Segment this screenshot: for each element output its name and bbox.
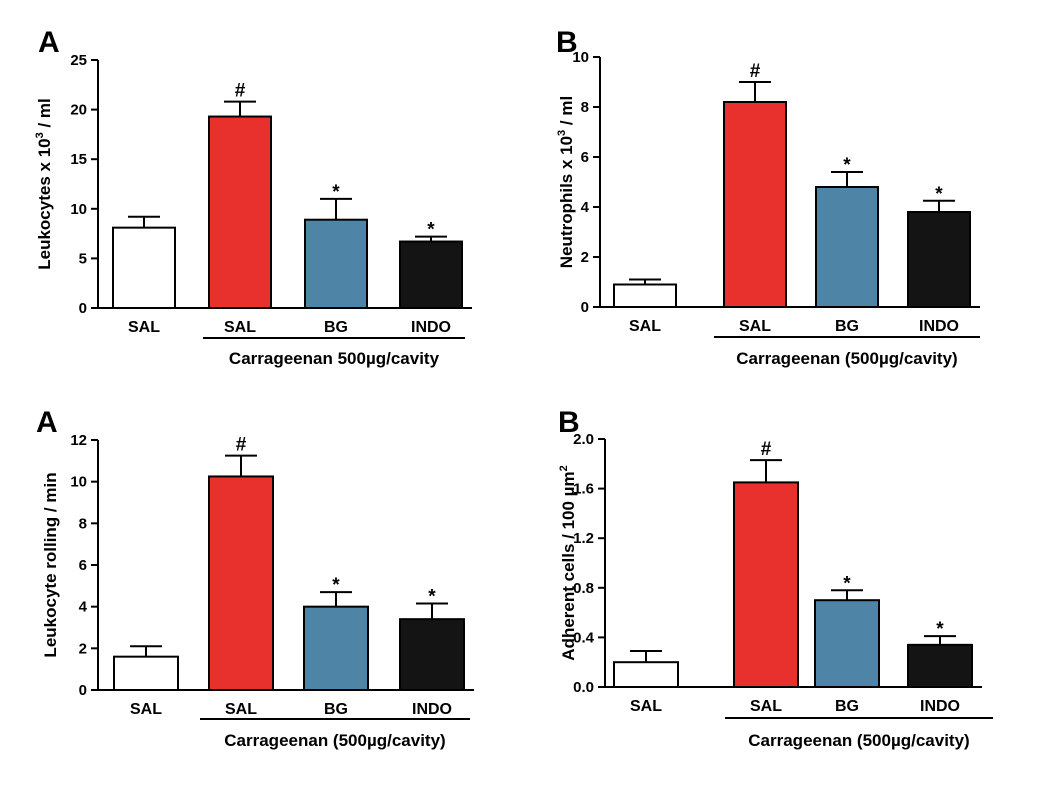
y-tick-label: 2 (79, 640, 87, 657)
group-label: Carrageenan (500µg/cavity) (224, 731, 445, 750)
y-tick-label: 0 (79, 300, 87, 317)
y-tick-label: 0 (581, 299, 589, 316)
y-tick-label: 0 (79, 682, 87, 699)
y-tick-label: 2.0 (573, 431, 594, 448)
y-tick-label: 0.4 (573, 629, 595, 646)
bar-bg-2 (814, 599, 880, 689)
category-label: INDO (412, 701, 452, 718)
bar-bg-2 (304, 218, 368, 310)
bar-indo-3 (907, 211, 971, 308)
significance-marker: * (332, 575, 340, 596)
significance-marker: # (235, 81, 246, 102)
chart-panel-1: A 0 5 10 15 20 25 Leukocytes x 103 / ml SAL # SAL *… (34, 26, 472, 368)
y-tick-label: 10 (70, 201, 87, 218)
category-label: BG (835, 698, 859, 715)
y-tick-label: 12 (70, 432, 87, 449)
y-tick-label: 4 (581, 199, 590, 216)
category-label: SAL (630, 698, 662, 715)
bar-sal-0 (112, 226, 176, 309)
category-label: INDO (919, 318, 959, 335)
y-axis-label: Leukocyte rolling / min (41, 472, 60, 657)
bar-indo-3 (399, 240, 463, 309)
bar-sal-1 (208, 475, 274, 692)
y-tick-label: 20 (70, 102, 87, 119)
panel-letter: A (38, 26, 60, 59)
category-label: INDO (411, 319, 451, 336)
y-tick-label: 1.6 (573, 481, 594, 498)
bar-sal-0 (613, 661, 679, 689)
bar-bg-2 (303, 605, 369, 692)
y-tick-label: 8 (581, 99, 589, 116)
panel-letter: B (556, 26, 578, 59)
category-label: BG (835, 318, 859, 335)
category-label: SAL (629, 318, 661, 335)
significance-marker: # (236, 435, 247, 456)
y-axis-label: Neutrophils x 103 / ml (556, 96, 576, 268)
panel-letter: A (36, 406, 58, 439)
category-label: BG (324, 701, 348, 718)
category-label: SAL (750, 698, 782, 715)
significance-marker: * (332, 182, 340, 203)
significance-marker: * (935, 184, 943, 205)
bar-bg-2 (815, 186, 879, 308)
significance-marker: * (936, 619, 944, 640)
y-tick-label: 5 (79, 250, 87, 267)
significance-marker: * (428, 587, 436, 608)
y-tick-label: 10 (572, 49, 589, 66)
bar-sal-0 (613, 283, 677, 308)
y-tick-label: 0.0 (573, 679, 594, 696)
y-axis-label: Adherent cells / 100 µm2 (558, 465, 578, 660)
y-tick-label: 6 (581, 149, 589, 166)
significance-marker: * (843, 573, 851, 594)
chart-panel-4: B 0.0 0.4 0.8 1.2 1.6 2.0 Adherent cells / 100 … (558, 406, 993, 750)
y-tick-label: 2 (581, 249, 589, 266)
category-label: SAL (130, 701, 162, 718)
chart-panel-3: A 0 2 4 6 8 10 12 Leukocyte rolling / min SAL # SAL… (36, 406, 474, 750)
category-label: SAL (224, 319, 256, 336)
y-tick-label: 25 (70, 52, 87, 69)
category-label: BG (324, 319, 348, 336)
y-axis-label: Leukocytes x 103 / ml (34, 98, 54, 270)
y-tick-label: 6 (79, 557, 87, 574)
category-label: INDO (920, 698, 960, 715)
significance-marker: # (750, 61, 761, 82)
panel-letter: B (558, 406, 580, 439)
category-label: SAL (739, 318, 771, 335)
bar-sal-1 (208, 115, 272, 309)
category-label: SAL (225, 701, 257, 718)
y-tick-label: 0.8 (573, 580, 594, 597)
y-tick-label: 10 (70, 474, 87, 491)
y-tick-label: 8 (79, 515, 87, 532)
significance-marker: # (761, 439, 772, 460)
group-label: Carrageenan (500µg/cavity) (736, 349, 957, 368)
significance-marker: * (427, 220, 435, 241)
y-tick-label: 15 (70, 151, 87, 168)
bar-indo-3 (907, 643, 973, 689)
group-label: Carrageenan (500µg/cavity) (748, 731, 969, 750)
bar-sal-1 (733, 481, 799, 688)
bar-sal-1 (723, 101, 787, 308)
y-tick-label: 4 (79, 599, 88, 616)
group-label: Carrageenan 500µg/cavity (229, 349, 440, 368)
chart-panel-2: B 0 2 4 6 8 10 Neutrophils x 103 / ml SAL # SAL * BG… (556, 26, 980, 368)
category-label: SAL (128, 319, 160, 336)
bar-sal-0 (113, 655, 179, 692)
bar-indo-3 (399, 618, 465, 692)
significance-marker: * (843, 155, 851, 176)
y-tick-label: 1.2 (573, 530, 594, 547)
